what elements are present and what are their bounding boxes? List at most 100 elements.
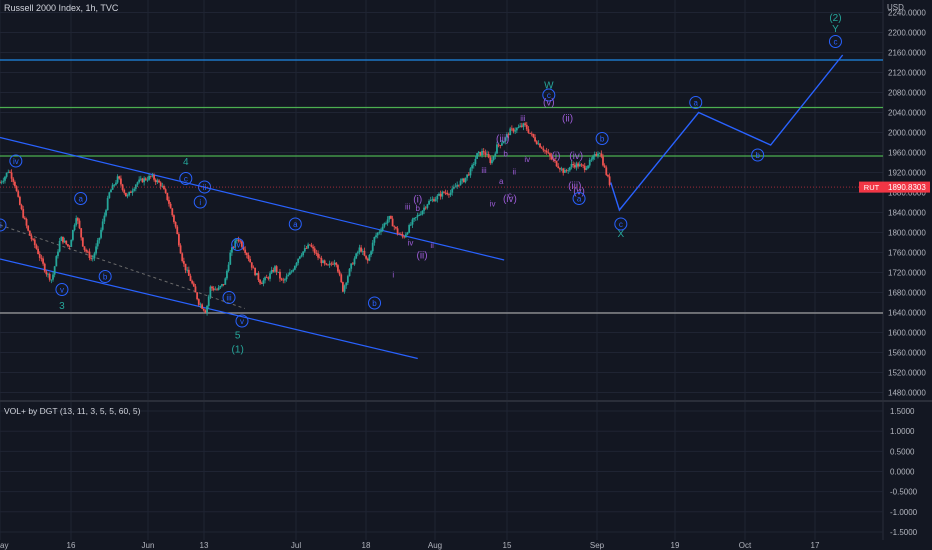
candle-body	[312, 246, 314, 249]
candle-body	[159, 182, 162, 187]
candle-body	[399, 233, 402, 235]
x-tick-label: Oct	[739, 541, 752, 550]
candle-body	[517, 127, 520, 128]
candle-body	[260, 283, 263, 285]
candle-body	[499, 145, 502, 146]
wave-label: (i)	[413, 195, 422, 206]
candle-body	[57, 251, 59, 257]
candle-body	[431, 199, 434, 201]
candle-body	[287, 274, 290, 277]
candle-body	[391, 218, 394, 227]
candle-body	[265, 277, 268, 279]
candle-body	[174, 221, 177, 227]
candle-body	[464, 177, 467, 183]
candle-body	[361, 250, 364, 252]
wave-label-circle	[0, 218, 7, 232]
candle-body	[108, 192, 111, 199]
candle-body	[110, 189, 112, 193]
wave-label-circle	[288, 217, 302, 231]
wave-label-circle	[222, 291, 236, 304]
projection-path	[610, 54, 844, 212]
candle-body	[429, 200, 432, 202]
x-tick-label: Jul	[291, 541, 301, 550]
candle-body	[449, 192, 452, 195]
candle-body	[288, 272, 291, 275]
candle-body	[9, 171, 11, 173]
wave-label-circle	[572, 192, 586, 205]
candle-body	[363, 250, 366, 256]
candle-body	[232, 247, 235, 248]
candle-body	[325, 263, 328, 265]
candle-body	[539, 143, 541, 148]
wave-label: i	[199, 198, 201, 207]
wave-label-circle	[542, 88, 556, 102]
candle-body	[340, 274, 343, 283]
candle-body	[582, 164, 584, 166]
candle-body	[390, 215, 392, 219]
candle-body	[466, 174, 469, 178]
candle-body	[212, 288, 215, 290]
y-tick-label: 2240.0000	[888, 9, 926, 18]
candle-body	[529, 132, 531, 134]
candle-body	[103, 215, 106, 222]
candle-body	[194, 286, 197, 293]
candle-body	[0, 181, 3, 183]
candle-body	[602, 156, 604, 166]
candle-body	[53, 266, 56, 275]
candle-body	[42, 258, 44, 264]
candle-body	[235, 239, 238, 241]
candle-body	[433, 199, 435, 202]
candle-body	[178, 234, 180, 246]
x-tick-label: Aug	[428, 541, 442, 550]
candle-body	[242, 246, 245, 250]
candle-body	[23, 217, 26, 220]
x-tick-label: Sep	[590, 541, 605, 550]
y-tick-label: 1920.0000	[888, 169, 926, 178]
candle-body	[413, 217, 416, 220]
candle-body	[63, 240, 66, 243]
wave-label-circle	[74, 192, 88, 205]
candle-body	[91, 258, 94, 260]
wave-label: (ii)	[416, 251, 427, 262]
candle-body	[507, 134, 510, 136]
candle-body	[179, 245, 182, 254]
candle-body	[572, 164, 575, 166]
candle-body	[411, 219, 414, 225]
candle-body	[557, 166, 560, 169]
candle-body	[593, 154, 596, 157]
candle-body	[444, 192, 447, 194]
candle-body	[5, 172, 8, 177]
candle-body	[343, 285, 346, 292]
wave-label: a	[694, 99, 699, 108]
candle-body	[476, 153, 478, 159]
candle-body	[43, 263, 46, 272]
candle-body	[81, 237, 84, 247]
chart-title: Russell 2000 Index, 1h, TVC	[4, 3, 119, 13]
candle-body	[295, 262, 298, 266]
candle-body	[353, 258, 356, 265]
time-axis	[0, 540, 932, 550]
candle-body	[305, 248, 308, 249]
candle-body	[85, 249, 88, 252]
candle-body	[182, 261, 185, 264]
candle-body	[371, 242, 374, 252]
candle-body	[542, 148, 545, 151]
candle-body	[128, 191, 131, 196]
candle-body	[360, 247, 363, 252]
candle-body	[502, 141, 505, 144]
wave-label: (iv)	[569, 151, 583, 162]
candle-body	[274, 266, 276, 272]
wave-label: v	[60, 286, 64, 295]
candle-body	[139, 178, 142, 180]
osc-y-tick-label: -1.0000	[890, 508, 918, 517]
candle-body	[370, 251, 372, 255]
y-tick-label: 2000.0000	[888, 129, 926, 138]
candle-body	[568, 167, 571, 171]
candle-body	[40, 257, 43, 259]
candle-body	[62, 236, 64, 243]
candle-body	[86, 251, 89, 253]
y-tick-label: 2200.0000	[888, 29, 926, 38]
candle-body	[491, 160, 493, 163]
y-tick-label: 1840.0000	[888, 209, 926, 218]
